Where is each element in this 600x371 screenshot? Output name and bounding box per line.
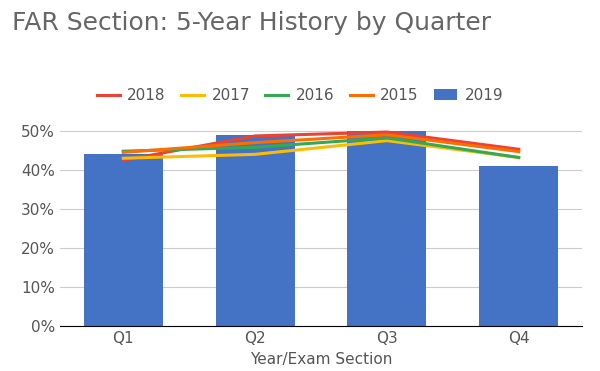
2017: [119, 156, 127, 161]
2015: [251, 140, 259, 145]
2016: [383, 136, 391, 140]
2018: [383, 130, 391, 134]
2015: [383, 132, 391, 137]
Bar: [347, 131, 427, 326]
Legend: 2018, 2017, 2016, 2015, 2019: 2018, 2017, 2016, 2015, 2019: [91, 82, 509, 109]
2017: [515, 155, 523, 160]
Text: FAR Section: 5-Year History by Quarter: FAR Section: 5-Year History by Quarter: [12, 11, 491, 35]
Line: 2017: 2017: [123, 141, 519, 158]
Line: 2016: 2016: [123, 138, 519, 157]
2015: [119, 150, 127, 155]
Bar: [479, 166, 558, 326]
2017: [383, 138, 391, 143]
Bar: [215, 135, 295, 326]
2018: [515, 147, 523, 151]
2015: [515, 150, 523, 154]
2017: [251, 152, 259, 157]
2018: [251, 134, 259, 138]
Bar: [84, 154, 163, 326]
X-axis label: Year/Exam Section: Year/Exam Section: [250, 352, 392, 367]
2016: [515, 155, 523, 160]
Line: 2015: 2015: [123, 135, 519, 152]
2018: [119, 158, 127, 162]
2016: [119, 149, 127, 154]
Line: 2018: 2018: [123, 132, 519, 160]
2016: [251, 145, 259, 150]
